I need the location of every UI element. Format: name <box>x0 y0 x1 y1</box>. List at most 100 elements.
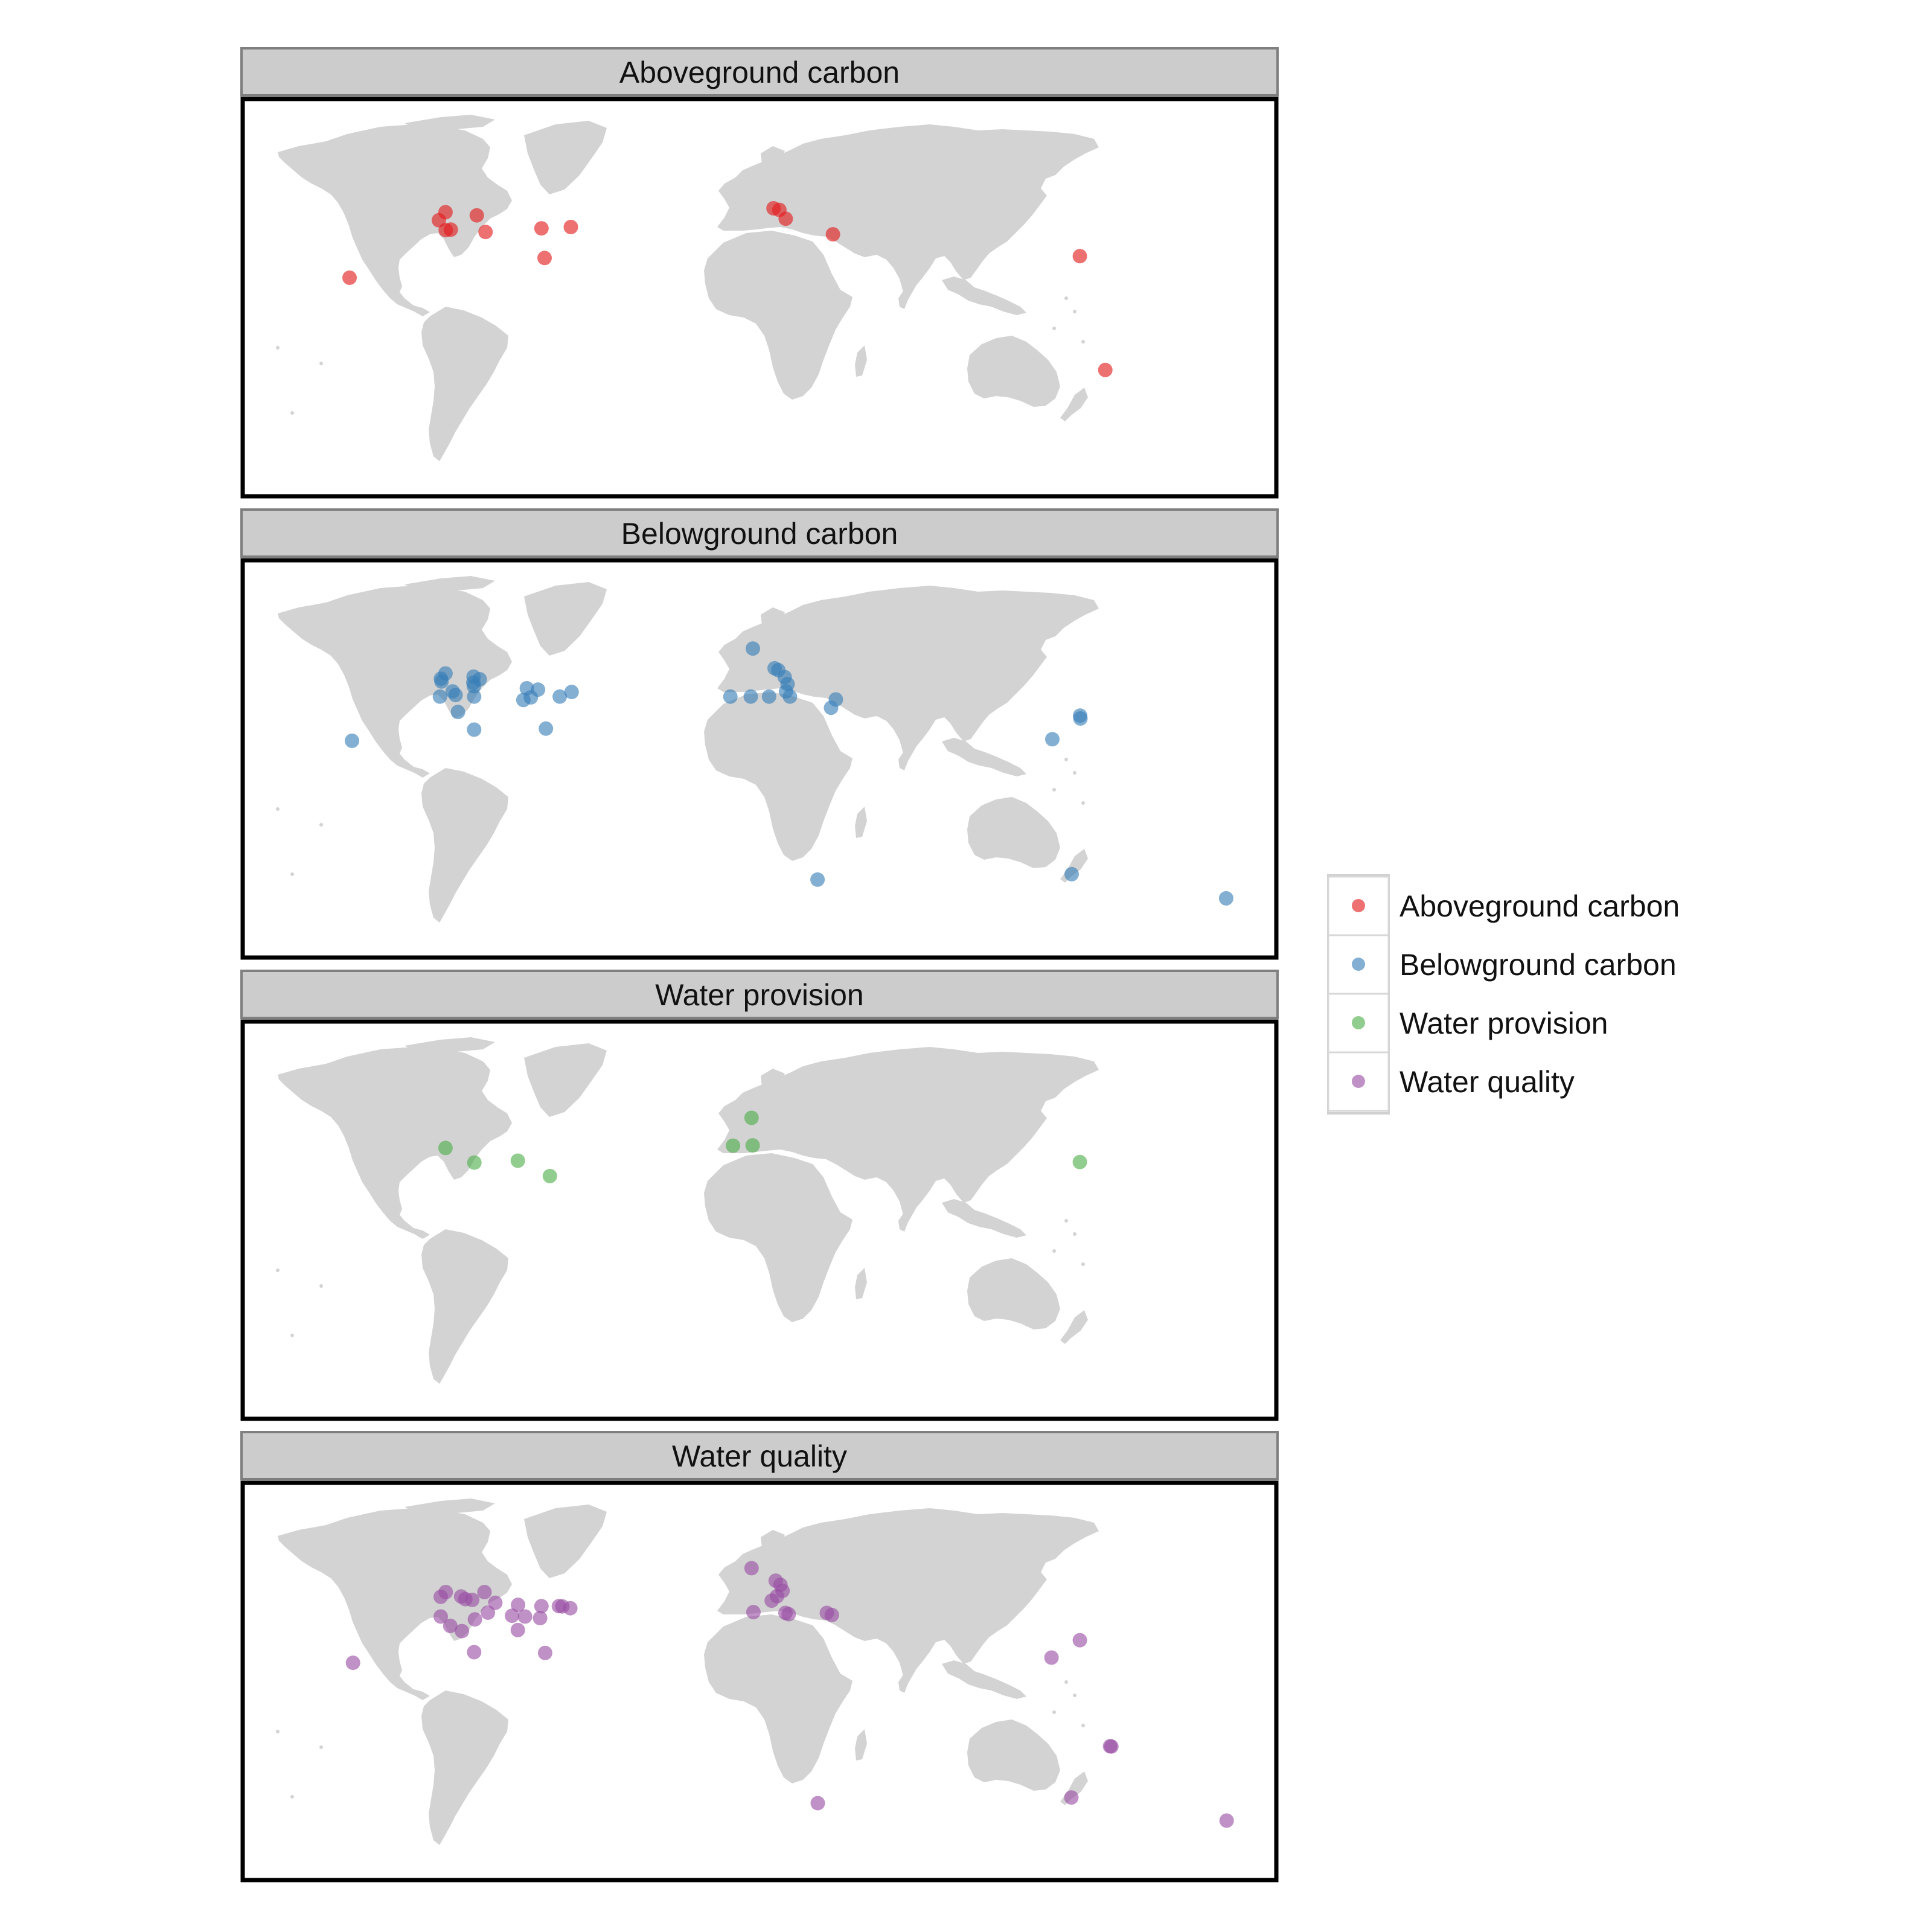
site-point[interactable] <box>1044 1650 1059 1665</box>
site-point[interactable] <box>746 641 760 656</box>
site-point[interactable] <box>469 208 484 223</box>
site-point[interactable] <box>434 674 449 689</box>
site-point[interactable] <box>824 700 839 715</box>
legend-item: Water quality <box>1327 1051 1575 1112</box>
site-point[interactable] <box>824 1607 839 1622</box>
map-panel: Water provision <box>240 970 1279 1421</box>
site-point[interactable] <box>467 1612 482 1627</box>
site-point[interactable] <box>542 1168 557 1183</box>
panel-strip <box>240 508 1279 558</box>
legend: Aboveground carbon Belowground carbon Wate… <box>1327 874 1680 1115</box>
panel-strip <box>240 970 1279 1019</box>
legend-label: Water provision <box>1399 1006 1608 1040</box>
site-point[interactable] <box>523 690 539 705</box>
site-point[interactable] <box>1045 732 1060 747</box>
site-point[interactable] <box>726 1138 741 1153</box>
legend-swatch <box>1352 1016 1365 1029</box>
site-point[interactable] <box>467 1645 482 1660</box>
site-point[interactable] <box>438 1140 453 1156</box>
site-point[interactable] <box>443 1619 458 1633</box>
site-point[interactable] <box>481 1605 496 1620</box>
site-point[interactable] <box>744 1110 759 1125</box>
site-point[interactable] <box>723 689 738 704</box>
site-point[interactable] <box>810 872 825 887</box>
map-panels: Aboveground carbon Belowground carbon Wate… <box>240 47 1279 1882</box>
legend-label: Aboveground carbon <box>1399 889 1680 923</box>
panel-strip <box>240 47 1279 97</box>
site-point[interactable] <box>825 227 840 242</box>
site-point[interactable] <box>450 705 465 720</box>
site-point[interactable] <box>467 689 482 704</box>
site-point[interactable] <box>782 689 798 704</box>
panel-title: Water provision <box>655 978 863 1012</box>
site-point[interactable] <box>761 689 776 704</box>
site-point[interactable] <box>432 689 447 704</box>
site-point[interactable] <box>510 1622 525 1637</box>
legend-item: Water provision <box>1327 993 1608 1054</box>
site-point[interactable] <box>443 222 458 237</box>
site-point[interactable] <box>563 220 578 234</box>
site-point[interactable] <box>745 1138 760 1153</box>
site-point[interactable] <box>1072 249 1087 264</box>
site-point[interactable] <box>1064 866 1079 881</box>
site-point[interactable] <box>510 1153 525 1168</box>
site-point[interactable] <box>781 1607 796 1622</box>
legend-item: Aboveground carbon <box>1327 875 1680 936</box>
site-point[interactable] <box>345 1655 360 1671</box>
site-point[interactable] <box>537 251 552 266</box>
site-point[interactable] <box>1064 1790 1079 1805</box>
site-point[interactable] <box>534 1599 549 1614</box>
site-point[interactable] <box>467 1155 482 1170</box>
site-point[interactable] <box>466 679 481 694</box>
site-points <box>345 641 1233 906</box>
site-point[interactable] <box>746 1605 761 1620</box>
site-point[interactable] <box>1219 1813 1234 1828</box>
panel-title: Water quality <box>672 1439 847 1473</box>
site-point[interactable] <box>1073 711 1088 726</box>
legend-swatch <box>1352 1075 1365 1088</box>
site-point[interactable] <box>477 1585 492 1599</box>
site-point[interactable] <box>778 211 793 226</box>
site-point[interactable] <box>342 270 357 285</box>
map-panel: Aboveground carbon <box>240 47 1279 499</box>
site-point[interactable] <box>517 1609 533 1624</box>
site-point[interactable] <box>467 722 482 737</box>
site-point[interactable] <box>1072 1633 1087 1648</box>
site-point[interactable] <box>533 1611 548 1626</box>
site-point[interactable] <box>1218 891 1233 906</box>
map-panel: Belowground carbon <box>240 508 1279 960</box>
panel-title: Aboveground carbon <box>619 56 900 89</box>
site-point[interactable] <box>537 1645 552 1660</box>
site-point[interactable] <box>743 689 758 704</box>
site-point[interactable] <box>810 1796 825 1811</box>
legend-swatch <box>1352 899 1365 912</box>
site-point[interactable] <box>1098 362 1113 377</box>
site-point[interactable] <box>764 1593 779 1608</box>
site-point[interactable] <box>744 1561 759 1576</box>
site-point[interactable] <box>539 721 554 736</box>
site-point[interactable] <box>564 685 579 700</box>
site-point[interactable] <box>511 1598 526 1613</box>
site-point[interactable] <box>488 1595 503 1610</box>
site-point[interactable] <box>534 221 549 236</box>
site-point[interactable] <box>465 1592 480 1607</box>
panel-title: Belowground carbon <box>621 517 898 551</box>
site-point[interactable] <box>433 1589 448 1604</box>
site-points <box>342 201 1113 377</box>
site-point[interactable] <box>345 734 359 748</box>
site-point[interactable] <box>455 1623 470 1639</box>
site-point[interactable] <box>1072 1154 1087 1169</box>
panel-strip <box>240 1431 1279 1480</box>
site-point[interactable] <box>448 688 463 703</box>
legend-label: Water quality <box>1399 1065 1575 1099</box>
map-panel: Water quality <box>240 1431 1279 1882</box>
site-points <box>438 1110 1087 1183</box>
site-point[interactable] <box>555 1599 570 1614</box>
site-point[interactable] <box>433 1609 448 1624</box>
site-point[interactable] <box>505 1608 520 1623</box>
site-point[interactable] <box>1104 1739 1119 1754</box>
site-point[interactable] <box>478 225 493 240</box>
site-point[interactable] <box>552 689 568 704</box>
legend-item: Belowground carbon <box>1327 934 1677 995</box>
